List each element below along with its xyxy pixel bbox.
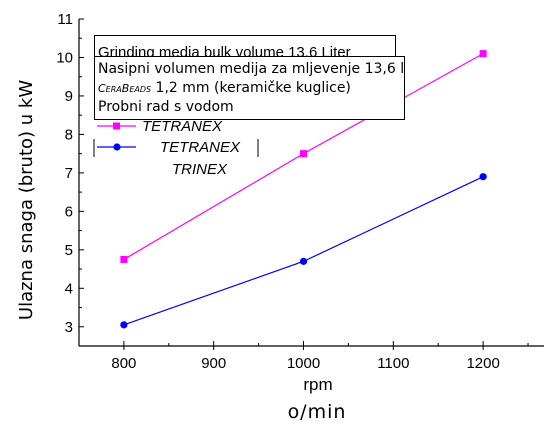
annotation-line-3: Probni rad s vodom — [98, 99, 234, 115]
legend: TETRANEX TETRANEX TRINEX — [93, 118, 259, 178]
data-point-circle — [299, 257, 308, 265]
annotation-line-2-rest: 1,2 mm (keramičke kuglice) — [151, 80, 351, 96]
x-tick-label: 900 — [201, 355, 226, 372]
y-tick-label: 6 — [65, 203, 73, 220]
annotation-brand: CeraBeads — [98, 82, 152, 95]
x-tick-label: 1200 — [466, 355, 499, 372]
y-tick-label: 11 — [57, 11, 73, 28]
legend-marker-square — [113, 122, 120, 130]
series-line-2 — [123, 176, 484, 326]
y-tick-label: 10 — [56, 49, 73, 66]
y-axis-title: Ulazna snaga (bruto) u kW — [16, 80, 37, 320]
chart-heading-text: Grinding media bulk volume 13.6 Liter — [98, 44, 351, 59]
annotation-line-1: Nasipni volumen medija za mljevenje 13,6… — [98, 61, 405, 77]
y-tick-label: 8 — [65, 126, 73, 143]
y-tick-label: 3 — [65, 319, 73, 336]
y-tick-label: 5 — [65, 242, 73, 259]
legend-label-2: TETRANEX — [160, 139, 241, 156]
x-axis-unit: o/min — [288, 401, 347, 423]
annotation-line-2: CeraBeads 1,2 mm (keramičke kuglice) — [98, 79, 404, 98]
data-point-circle — [120, 321, 128, 329]
data-point-square — [120, 255, 128, 263]
axes — [78, 19, 544, 347]
data-point-circle — [479, 173, 487, 181]
y-tick-label: 7 — [65, 165, 73, 182]
x-tick-label: 1000 — [287, 355, 320, 372]
data-point-square — [300, 150, 308, 158]
x-tick-label: 800 — [111, 355, 136, 372]
chart-heading: Grinding media bulk volume 13.6 Liter — [94, 35, 396, 59]
data-point-square — [479, 50, 487, 58]
x-axis-title: rpm — [303, 375, 332, 394]
legend-label-3: TRINEX — [172, 161, 228, 178]
legend-marker-circle — [113, 143, 121, 151]
legend-label-1: TETRANEX — [142, 118, 223, 135]
series-layer — [120, 50, 487, 329]
x-tick-label: 1100 — [377, 355, 409, 372]
ticks: 3 4 5 6 7 8 9 10 11 800 900 1000 1100 1200 — [56, 11, 529, 372]
y-tick-label: 9 — [65, 88, 73, 105]
annotation-box: Nasipni volumen medija za mljevenje 13,6… — [94, 56, 405, 120]
y-tick-label: 4 — [65, 280, 73, 297]
